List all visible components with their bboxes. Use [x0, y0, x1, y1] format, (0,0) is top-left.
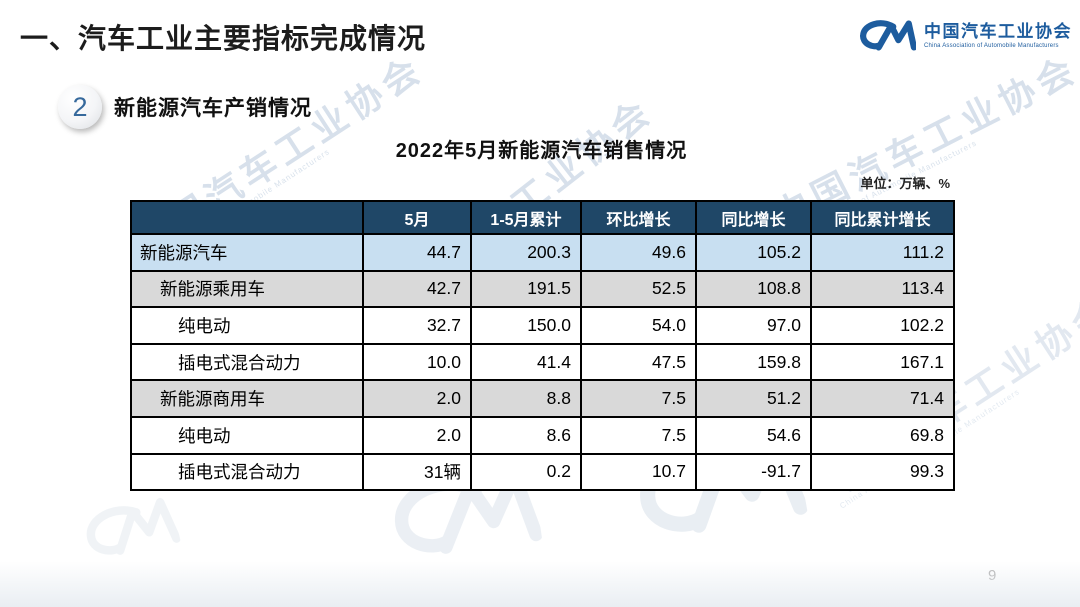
cam-logo-name-cn: 中国汽车工业协会	[924, 22, 1072, 42]
row-label: 新能源商用车	[130, 379, 364, 418]
cell: 0.2	[470, 452, 582, 492]
unit-note: 单位：万辆、%	[860, 176, 950, 191]
cell: 69.8	[810, 415, 955, 455]
table-row: 新能源乘用车 42.7 191.5 52.5 108.8 113.4	[130, 269, 955, 309]
section-header: 2 新能源汽车产销情况	[58, 85, 312, 129]
page-number: 9	[988, 567, 997, 584]
table-row: 纯电动 32.7 150.0 54.0 97.0 102.2	[130, 306, 955, 345]
cell: 47.5	[580, 342, 697, 382]
cell: 191.5	[470, 269, 582, 309]
cam-logo-text: 中国汽车工业协会 China Association of Automobile…	[924, 22, 1072, 49]
table-row: 纯电动 2.0 8.6 7.5 54.6 69.8	[130, 415, 955, 455]
table-row: 新能源商用车 2.0 8.8 7.5 51.2 71.4	[130, 379, 955, 418]
cell: 108.8	[695, 269, 812, 309]
sales-table: 5月 1-5月累计 环比增长 同比增长 同比累计增长 新能源汽车 44.7 200.3 49.6…	[130, 200, 955, 492]
col-header-empty	[130, 200, 364, 235]
col-header: 同比累计增长	[810, 200, 955, 235]
cell: 41.4	[470, 342, 582, 382]
row-label: 纯电动	[130, 415, 364, 455]
cell: 8.8	[470, 379, 582, 418]
table-row: 插电式混合动力 10.0 41.4 47.5 159.8 167.1	[130, 342, 955, 382]
col-header: 环比增长	[580, 200, 697, 235]
row-label: 纯电动	[130, 306, 364, 345]
cam-logo: 中国汽车工业协会 China Association of Automobile…	[858, 18, 1072, 54]
table-title: 2022年5月新能源汽车销售情况	[395, 140, 688, 162]
cell: 7.5	[580, 415, 697, 455]
cell: 150.0	[470, 306, 582, 345]
cell: 2.0	[362, 415, 472, 455]
table-row: 插电式混合动力 31辆 0.2 10.7 -91.7 99.3	[130, 452, 955, 492]
cam-logo-name-en: China Association of Automobile Manufact…	[924, 42, 1059, 49]
cell: 10.7	[580, 452, 697, 492]
cam-logo-mark-icon	[860, 20, 916, 51]
cell: 200.3	[470, 233, 582, 272]
cell: 52.5	[580, 269, 697, 309]
cell: 113.4	[810, 269, 955, 309]
cell: 54.0	[580, 306, 697, 345]
bottom-fade	[0, 561, 1080, 607]
cell: 44.7	[362, 233, 472, 272]
cell: 31辆	[362, 452, 472, 492]
row-label: 插电式混合动力	[130, 452, 364, 492]
cell: 51.2	[695, 379, 812, 418]
section-number-badge: 2	[58, 85, 102, 129]
table-row: 新能源汽车 44.7 200.3 49.6 105.2 111.2	[130, 233, 955, 272]
cell: 105.2	[695, 233, 812, 272]
cell: 10.0	[362, 342, 472, 382]
cell: 8.6	[470, 415, 582, 455]
header-row: 5月 1-5月累计 环比增长 同比增长 同比累计增长	[130, 200, 955, 235]
cam-swoosh-watermark-icon	[75, 483, 184, 576]
cell: 99.3	[810, 452, 955, 492]
cell: -91.7	[695, 452, 812, 492]
cell: 2.0	[362, 379, 472, 418]
cell: 32.7	[362, 306, 472, 345]
cell: 71.4	[810, 379, 955, 418]
cell: 159.8	[695, 342, 812, 382]
cell: 42.7	[362, 269, 472, 309]
page-title: 一、汽车工业主要指标完成情况	[20, 23, 427, 54]
cell: 49.6	[580, 233, 697, 272]
cell: 111.2	[810, 233, 955, 272]
cell: 7.5	[580, 379, 697, 418]
cell: 102.2	[810, 306, 955, 345]
row-label: 新能源汽车	[130, 233, 364, 272]
col-header: 5月	[362, 200, 472, 235]
cell: 167.1	[810, 342, 955, 382]
section-title: 新能源汽车产销情况	[114, 97, 312, 120]
col-header: 1-5月累计	[470, 200, 582, 235]
row-label: 新能源乘用车	[130, 269, 364, 309]
cell: 54.6	[695, 415, 812, 455]
col-header: 同比增长	[695, 200, 812, 235]
cell: 97.0	[695, 306, 812, 345]
section-number: 2	[72, 91, 88, 122]
row-label: 插电式混合动力	[130, 342, 364, 382]
